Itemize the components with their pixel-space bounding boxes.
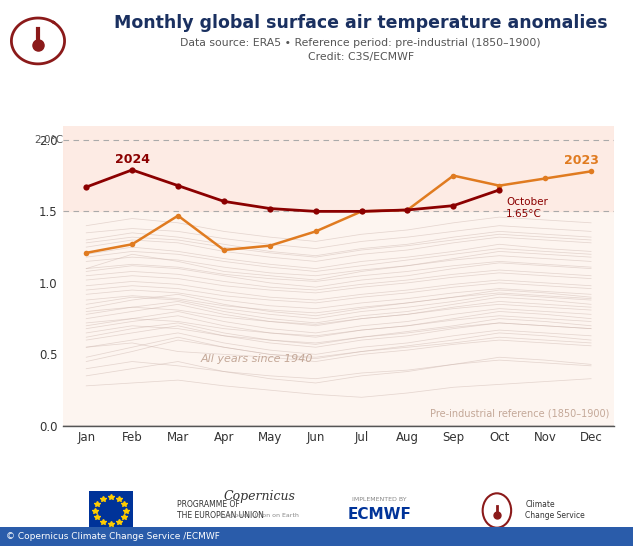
Bar — [63, 118, 614, 211]
Text: PROGRAMME OF
THE EUROPEAN UNION: PROGRAMME OF THE EUROPEAN UNION — [177, 500, 264, 520]
FancyBboxPatch shape — [89, 491, 133, 530]
Text: © Copernicus Climate Change Service /ECMWF: © Copernicus Climate Change Service /ECM… — [6, 532, 220, 541]
Text: Copernicus: Copernicus — [223, 490, 296, 503]
Text: Credit: C3S/ECMWF: Credit: C3S/ECMWF — [308, 52, 414, 62]
Text: All years since 1940: All years since 1940 — [201, 354, 313, 364]
Text: Climate
Change Service: Climate Change Service — [525, 500, 585, 520]
FancyBboxPatch shape — [0, 527, 633, 546]
Text: European Union on Earth: European Union on Earth — [220, 513, 299, 519]
Text: ECMWF: ECMWF — [348, 507, 411, 522]
Text: Pre-industrial reference (1850–1900): Pre-industrial reference (1850–1900) — [430, 409, 610, 419]
Text: IMPLEMENTED BY: IMPLEMENTED BY — [353, 497, 407, 502]
Text: Monthly global surface air temperature anomalies: Monthly global surface air temperature a… — [114, 14, 608, 32]
Text: 2024: 2024 — [115, 153, 149, 165]
Text: October
1.65°C: October 1.65°C — [506, 197, 548, 219]
Text: 2.0°C: 2.0°C — [34, 135, 63, 145]
Text: 2023: 2023 — [565, 154, 599, 167]
Text: Data source: ERA5 • Reference period: pre-industrial (1850–1900): Data source: ERA5 • Reference period: pr… — [180, 38, 541, 48]
